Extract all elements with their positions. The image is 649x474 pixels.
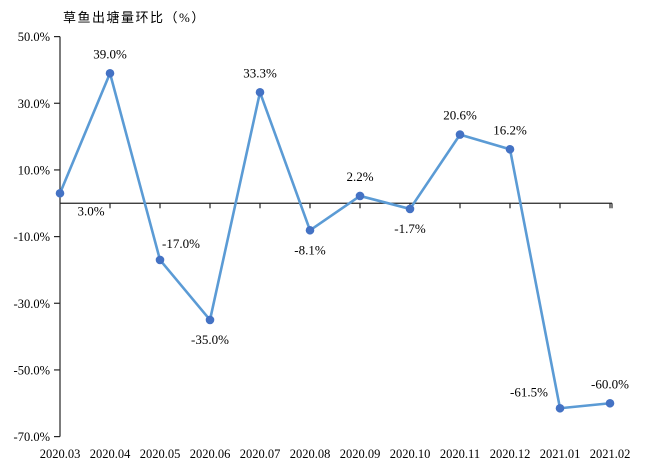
y-axis-tick-label: -30.0% xyxy=(14,297,50,311)
x-axis-tick-label: 2020.07 xyxy=(240,447,281,461)
data-point-2021.02 xyxy=(605,398,615,408)
data-label-2020.04: 39.0% xyxy=(93,46,127,61)
data-label-2020.09: 2.2% xyxy=(346,169,373,184)
y-axis-tick-label: -50.0% xyxy=(14,363,50,377)
x-axis-tick-label: 2020.12 xyxy=(490,447,531,461)
y-axis-tick-label: -10.0% xyxy=(14,230,50,244)
data-point-2020.12 xyxy=(505,144,515,154)
data-label-2021.01: -61.5% xyxy=(510,384,548,399)
x-axis-tick-label: 2020.05 xyxy=(140,447,181,461)
data-point-2020.03 xyxy=(55,188,65,198)
data-point-2020.05 xyxy=(155,255,165,265)
data-label-2020.07: 33.3% xyxy=(243,65,277,80)
chart-title: 草鱼出塘量环比（%） xyxy=(63,10,206,25)
data-point-2020.06 xyxy=(205,315,215,325)
x-axis-tick-label: 2020.11 xyxy=(440,447,480,461)
data-point-2020.09 xyxy=(355,191,365,201)
data-label-2020.06: -35.0% xyxy=(191,332,229,347)
data-point-2020.11 xyxy=(455,130,465,139)
x-axis-tick-label: 2021.02 xyxy=(590,447,631,461)
data-label-2020.12: 16.2% xyxy=(493,122,527,137)
x-axis-tick-label: 2020.08 xyxy=(290,447,331,461)
y-axis-tick-label: 30.0% xyxy=(18,97,50,111)
x-axis-tick-label: 2020.04 xyxy=(90,447,131,461)
data-label-2020.10: -1.7% xyxy=(394,221,426,236)
data-label-2020.08: -8.1% xyxy=(294,242,326,257)
data-point-2020.08 xyxy=(305,225,315,235)
data-point-2020.04 xyxy=(105,68,115,78)
data-label-2020.03: 3.0% xyxy=(77,203,104,218)
data-label-2020.11: 20.6% xyxy=(443,108,477,123)
x-axis-tick-label: 2020.09 xyxy=(340,447,381,461)
x-axis-tick-label: 2020.03 xyxy=(40,447,81,461)
x-axis-tick-label: 2020.10 xyxy=(390,447,431,461)
x-axis-tick-label: 2021.01 xyxy=(540,447,581,461)
data-point-2020.10 xyxy=(405,204,415,214)
x-axis-tick-label: 2020.06 xyxy=(190,447,231,461)
y-axis-tick-label: 50.0% xyxy=(18,30,50,44)
y-axis-tick-label: -70.0% xyxy=(14,430,50,444)
data-point-2021.01 xyxy=(555,403,565,413)
series-line xyxy=(58,71,612,410)
data-point-2020.07 xyxy=(255,87,265,97)
data-label-2020.05: -17.0% xyxy=(162,236,200,251)
y-axis-tick-label: 10.0% xyxy=(18,163,50,177)
data-label-2021.02: -60.0% xyxy=(591,376,629,391)
